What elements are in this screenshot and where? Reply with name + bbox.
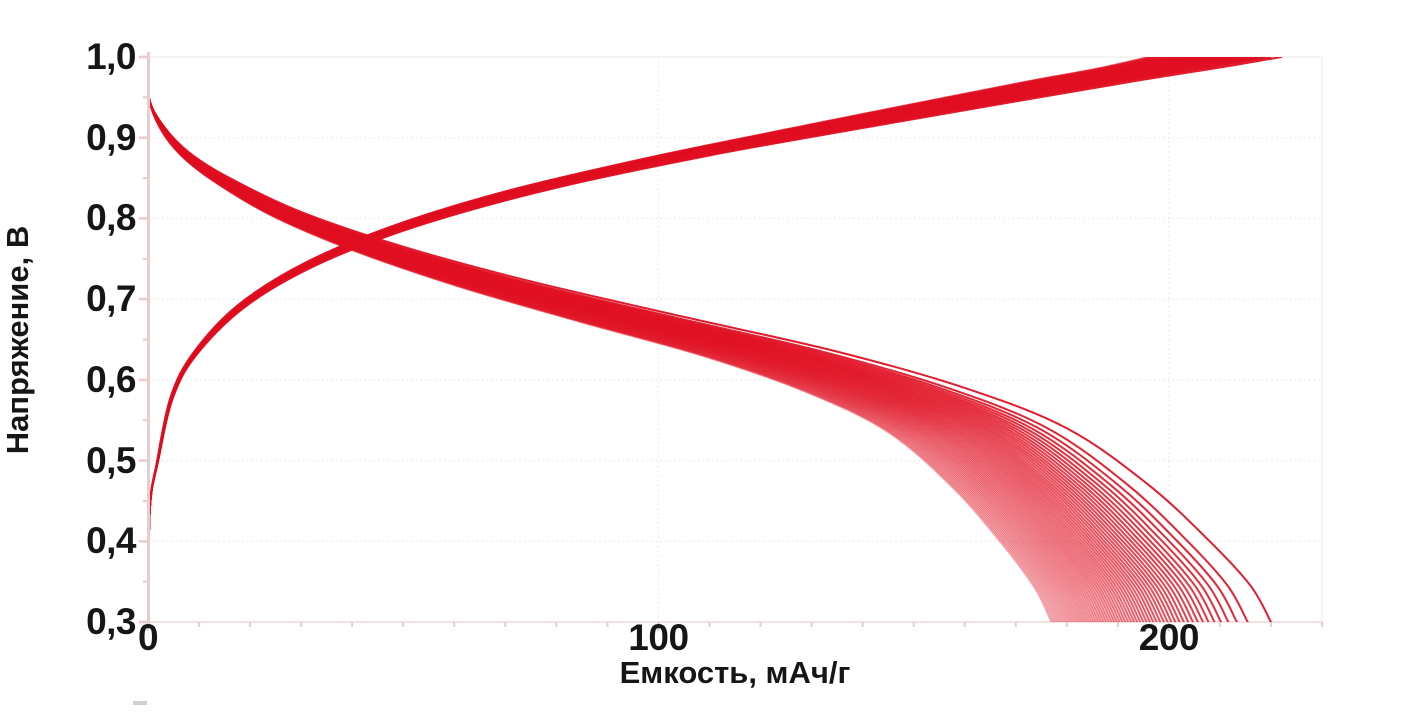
charge-curve	[148, 57, 1156, 615]
discharge-curve	[148, 57, 1066, 622]
discharge-curve	[148, 57, 1055, 622]
charge-curve	[148, 57, 1153, 615]
y-tick-label: 0,9	[86, 116, 136, 158]
discharge-curve	[148, 57, 1068, 622]
discharge-curve	[148, 57, 1070, 622]
y-tick-label: 0,8	[86, 197, 136, 239]
charge-curve	[148, 57, 1164, 615]
y-axis-ticks	[139, 55, 148, 624]
discharge-curve	[148, 57, 1057, 622]
discharge-curve	[148, 57, 1077, 622]
discharge-curve	[148, 57, 1053, 622]
charge-curve	[148, 57, 1167, 615]
charge-curve	[148, 57, 1154, 615]
x-tick-label: 100	[628, 617, 689, 658]
x-axis-title: Емкость, мАч/г	[619, 655, 851, 690]
charge-curve	[148, 57, 1163, 615]
charge-curve	[148, 57, 1170, 615]
y-tick-label: 0,3	[86, 601, 136, 642]
charge-curve	[148, 57, 1158, 615]
y-tick-label: 1,0	[86, 36, 136, 77]
x-axis-ticks	[146, 622, 1323, 631]
discharge-curve	[148, 57, 1072, 622]
axes	[139, 52, 1323, 631]
y-tick-label: 0,7	[86, 278, 136, 320]
discharge-curve	[148, 57, 1086, 622]
y-tick-label: 0,5	[86, 439, 136, 481]
y-tick-label: 0,6	[86, 358, 136, 400]
discharge-curve	[148, 57, 1088, 622]
charge-curve	[148, 57, 1161, 615]
y-tick-label: 0,4	[86, 520, 136, 562]
charge-curve	[148, 57, 1166, 615]
charge-curve	[148, 57, 1160, 615]
cycle-curves	[148, 57, 1283, 622]
charge-curve	[148, 57, 1157, 615]
charge-curve	[148, 57, 1150, 615]
x-tick-label: 0	[137, 617, 159, 658]
discharge-curve	[148, 57, 1074, 622]
discharge-curve	[148, 57, 1079, 622]
discharge-curve	[148, 57, 1063, 622]
discharge-curve	[148, 57, 1059, 622]
x-tick-label: 200	[1138, 617, 1200, 658]
discharge-curve	[148, 57, 1061, 622]
charge-curve	[148, 57, 1151, 615]
page-artifact-mark	[133, 701, 147, 705]
discharge-curve	[148, 57, 1090, 622]
charge-curve	[148, 57, 1169, 615]
plot-frame	[148, 56, 1323, 623]
discharge-curve	[148, 57, 1083, 622]
discharge-curve	[148, 57, 1081, 622]
y-axis-title: Напряжение, В	[0, 225, 35, 455]
